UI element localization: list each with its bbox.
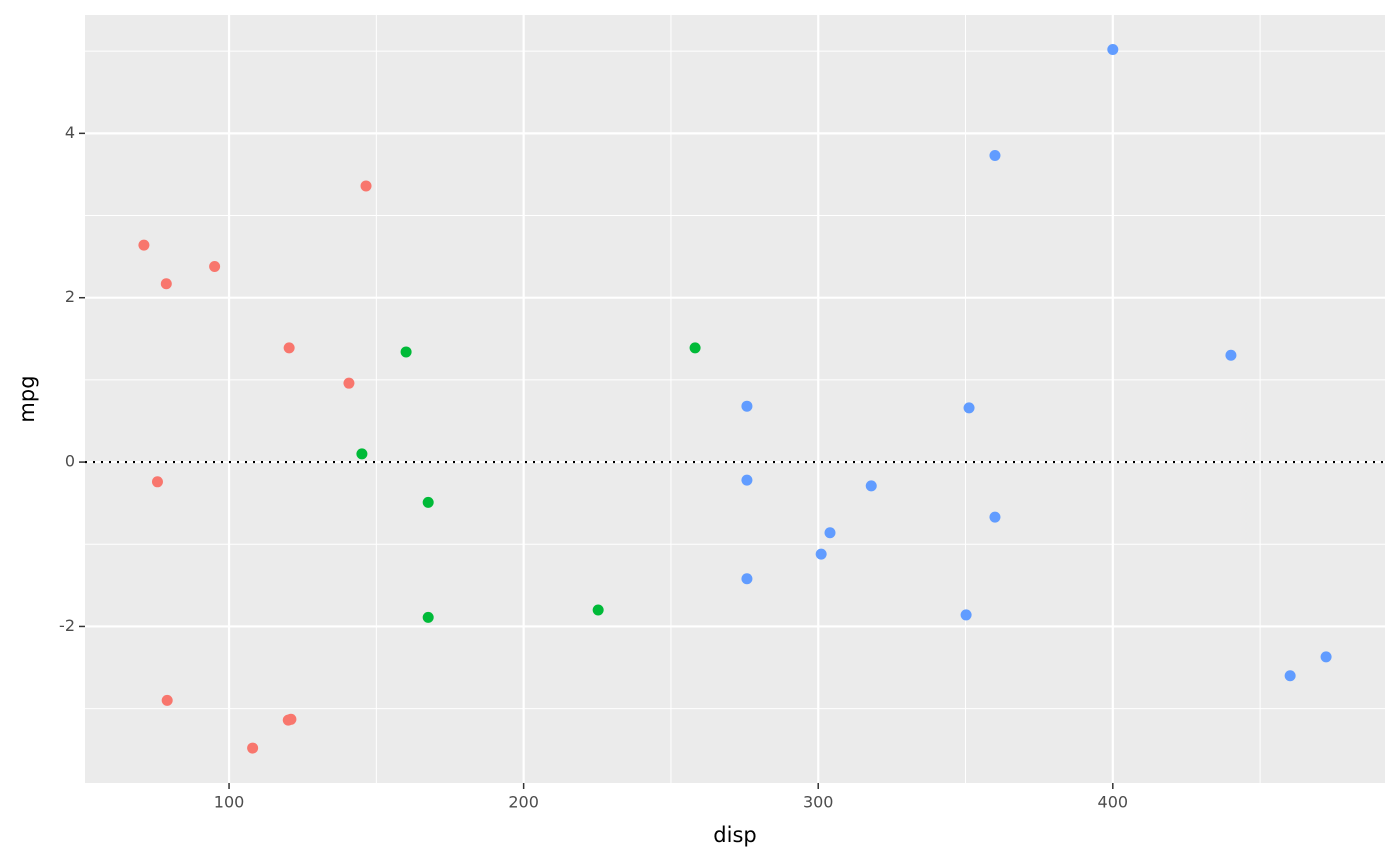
point <box>285 713 297 725</box>
y-tick-label: 2 <box>65 287 75 306</box>
point <box>815 548 827 560</box>
point <box>741 573 753 585</box>
y-tick-label: 0 <box>65 452 75 471</box>
point <box>963 402 975 414</box>
x-tick-label: 300 <box>803 793 834 812</box>
point <box>1320 651 1332 663</box>
point <box>360 180 372 192</box>
x-axis-title: disp <box>713 823 756 847</box>
point <box>865 480 877 492</box>
point <box>422 611 434 623</box>
point <box>283 342 295 354</box>
point <box>161 694 173 706</box>
point <box>160 278 172 290</box>
y-axis-title: mpg <box>15 375 39 422</box>
x-tick-label: 100 <box>214 793 245 812</box>
point <box>1284 670 1296 682</box>
point <box>824 527 836 539</box>
point <box>960 609 972 621</box>
point <box>989 511 1001 523</box>
point <box>343 377 355 389</box>
panel <box>85 15 1385 783</box>
x-tick-label: 400 <box>1098 793 1129 812</box>
point <box>422 496 434 508</box>
point <box>741 400 753 412</box>
y-tick-label: 4 <box>65 123 75 142</box>
point <box>247 742 259 754</box>
point <box>209 260 221 272</box>
y-tick-label: -2 <box>59 616 75 635</box>
point <box>1225 349 1237 361</box>
point <box>151 476 163 488</box>
point <box>689 342 701 354</box>
point <box>989 150 1001 162</box>
point <box>400 346 412 358</box>
point <box>138 239 150 251</box>
point <box>356 448 368 460</box>
point <box>1107 44 1119 56</box>
x-tick-label: 200 <box>508 793 539 812</box>
point <box>592 604 604 616</box>
point <box>741 474 753 486</box>
